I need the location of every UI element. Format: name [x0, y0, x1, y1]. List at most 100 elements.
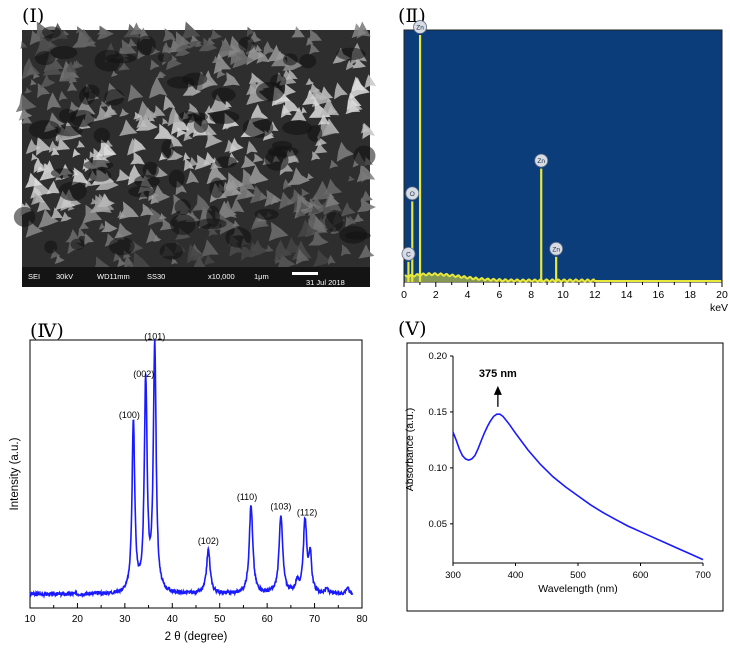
- sem-particle: [291, 240, 312, 260]
- sem-particle: [276, 253, 296, 271]
- sem-shadow: [94, 49, 124, 72]
- sem-particle: [351, 23, 367, 38]
- sem-particle: [228, 35, 248, 58]
- sem-particle: [31, 153, 39, 161]
- sem-particle: [291, 26, 305, 38]
- sem-shadow: [13, 206, 36, 227]
- sem-particle: [31, 192, 45, 206]
- uv-annotation-arrow-head: [493, 385, 502, 395]
- sem-shadow: [168, 169, 185, 188]
- sem-particle: [152, 234, 162, 242]
- eds-peak-label: Zn: [416, 25, 424, 32]
- sem-particle: [218, 39, 234, 52]
- xrd-x-tick-label: 20: [72, 614, 84, 625]
- sem-particle: [25, 172, 42, 188]
- sem-particle: [327, 254, 336, 266]
- uv-annotation-label: 375 nm: [479, 368, 517, 380]
- sem-particle: [115, 169, 132, 182]
- sem-shadow: [159, 242, 184, 260]
- sem-shadow: [178, 111, 198, 124]
- sem-particle: [151, 105, 166, 118]
- uv-y-tick-label: 0.10: [429, 463, 448, 474]
- panel-label-5: (Ⅴ): [398, 318, 427, 340]
- sem-particle: [76, 140, 85, 148]
- sem-particle: [182, 82, 202, 96]
- xrd-peak-label: (100): [119, 410, 140, 420]
- sem-particle: [85, 179, 93, 188]
- sem-particle: [295, 248, 310, 265]
- sem-particle: [301, 106, 307, 115]
- sem-particle: [287, 167, 310, 186]
- eds-plot-area: [403, 29, 723, 283]
- sem-particle: [347, 215, 357, 226]
- sem-info-2: WD11mm: [97, 272, 130, 281]
- sem-particle: [75, 26, 84, 34]
- xrd-x-tick-label: 40: [167, 614, 179, 625]
- sem-particle: [95, 171, 119, 191]
- sem-info-4: x10,000: [208, 272, 235, 281]
- sem-particle: [235, 183, 256, 201]
- sem-particle: [55, 190, 76, 211]
- sem-particle: [66, 81, 78, 92]
- sem-particle: [60, 211, 72, 222]
- sem-particle: [194, 154, 212, 170]
- sem-particle: [18, 107, 33, 121]
- sem-particle: [319, 97, 340, 117]
- sem-particle: [71, 60, 80, 68]
- sem-particle: [114, 222, 133, 239]
- sem-particle: [302, 89, 320, 106]
- sem-particle: [360, 123, 371, 134]
- eds-continuum-fill: [404, 273, 722, 282]
- sem-particle: [50, 207, 64, 220]
- xrd-x-tick-label: 30: [119, 614, 131, 625]
- eds-x-tick-label: 12: [589, 289, 601, 301]
- eds-x-tick-label: 0: [401, 289, 407, 301]
- sem-particle: [283, 83, 297, 97]
- sem-particle: [166, 148, 184, 161]
- sem-particle: [118, 201, 139, 220]
- xrd-peak-label: (101): [144, 331, 165, 341]
- sem-particle: [98, 222, 107, 230]
- sem-particle: [299, 201, 309, 211]
- sem-particle: [279, 191, 296, 210]
- sem-shadow: [242, 117, 274, 138]
- uv-x-tick-label: 600: [633, 570, 649, 581]
- sem-shadow: [209, 177, 225, 199]
- sem-particle: [77, 228, 86, 239]
- sem-shadow: [299, 54, 317, 69]
- sem-particle: [311, 180, 335, 200]
- sem-particle: [54, 254, 65, 264]
- xrd-x-tick-label: 80: [356, 614, 368, 625]
- sem-particle: [104, 233, 119, 247]
- sem-particle: [162, 28, 177, 42]
- sem-particle: [360, 190, 373, 202]
- sem-particle: [149, 76, 168, 99]
- sem-particle: [25, 65, 37, 76]
- sem-particle: [307, 29, 322, 43]
- sem-shadow: [70, 238, 85, 250]
- sem-particle: [240, 174, 256, 192]
- sem-particle: [285, 69, 298, 81]
- sem-particle: [87, 36, 95, 43]
- uv-y-tick-label: 0.05: [429, 519, 448, 530]
- uv-y-tick-label: 0.20: [429, 351, 448, 362]
- sem-particle: [311, 151, 321, 161]
- sem-particle: [97, 25, 114, 40]
- sem-info-3: SS30: [147, 272, 165, 281]
- xrd-x-tick-label: 70: [309, 614, 321, 625]
- sem-particle: [15, 93, 37, 113]
- sem-particle: [290, 106, 307, 121]
- sem-shadow: [142, 161, 159, 179]
- eds-peak-marker: [413, 20, 427, 34]
- sem-particle: [264, 244, 274, 252]
- eds-x-tick-label: 10: [557, 289, 569, 301]
- sem-info-5: 1μm: [254, 272, 269, 281]
- sem-particle: [249, 185, 269, 204]
- sem-particle: [364, 74, 377, 89]
- sem-shadow: [58, 181, 88, 201]
- sem-particle: [297, 219, 319, 238]
- sem-particle: [141, 107, 157, 120]
- sem-date: 31 Jul 2018: [306, 278, 345, 287]
- sem-shadow: [88, 168, 112, 182]
